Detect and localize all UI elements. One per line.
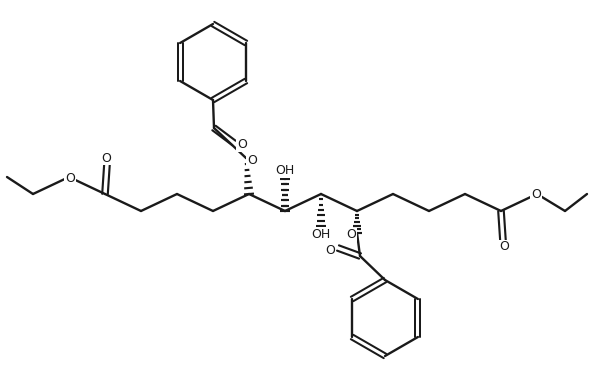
Text: OH: OH: [311, 227, 331, 241]
Text: O: O: [499, 241, 509, 253]
Text: O: O: [247, 154, 257, 166]
Text: O: O: [237, 139, 247, 151]
Text: O: O: [346, 229, 356, 241]
Text: O: O: [531, 189, 541, 201]
Text: OH: OH: [275, 165, 294, 177]
Text: O: O: [325, 244, 335, 256]
Text: O: O: [65, 171, 75, 185]
Text: O: O: [101, 151, 111, 165]
